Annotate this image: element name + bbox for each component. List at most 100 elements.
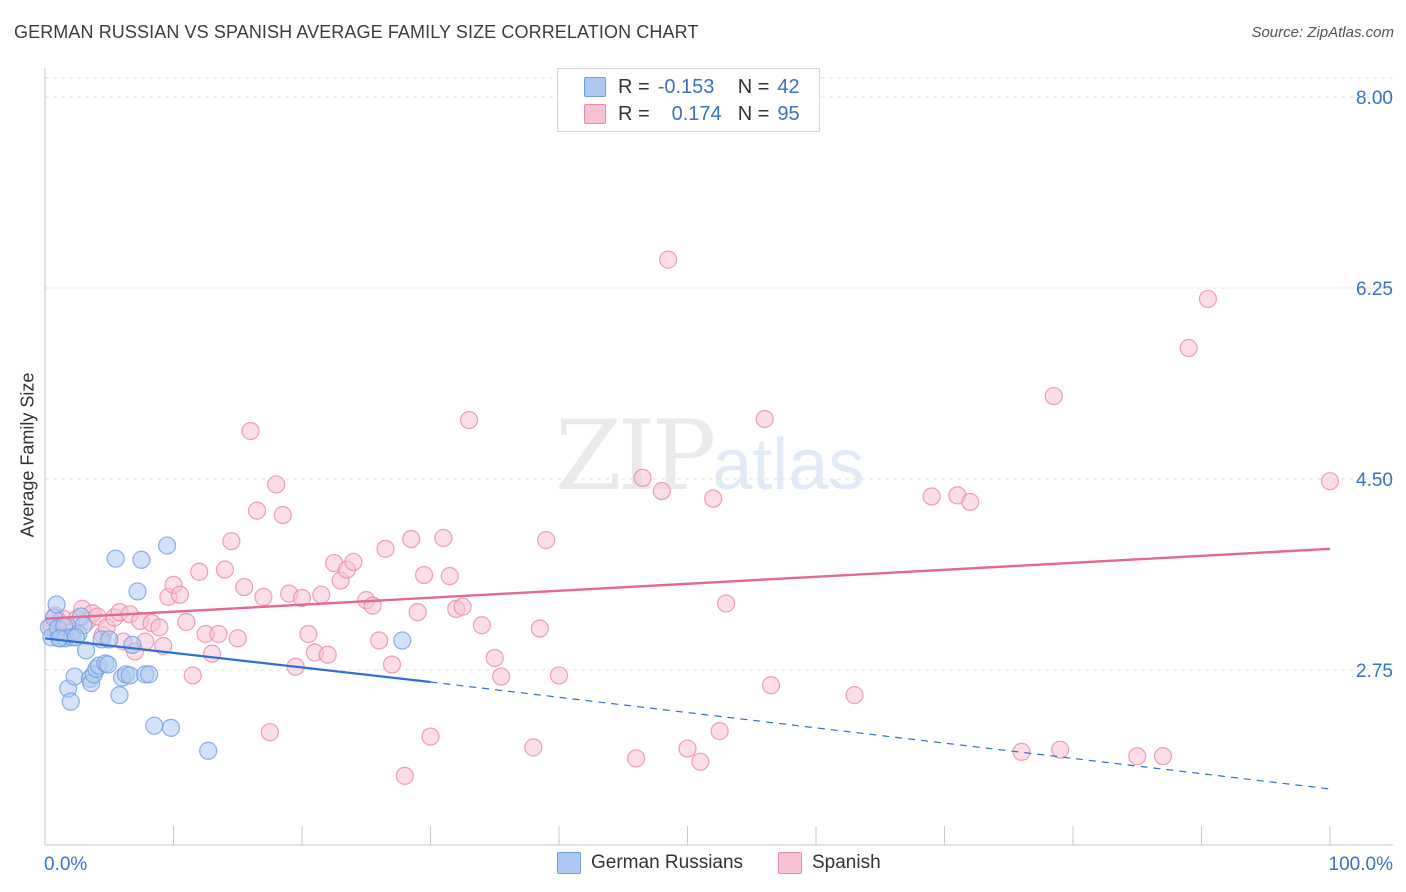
german-russians-trendline-extension bbox=[430, 681, 1331, 790]
legend-n-label: N = bbox=[737, 75, 770, 98]
spanish-point bbox=[376, 539, 395, 558]
series-legend-spanish: Spanish bbox=[778, 852, 881, 874]
x-tick-label: 100.0% bbox=[1329, 854, 1394, 875]
german-russians-point bbox=[132, 550, 151, 569]
spanish-point bbox=[299, 624, 318, 644]
legend-r-label: R = bbox=[618, 75, 650, 98]
spanish-point bbox=[472, 616, 491, 635]
watermark-zip: ZIP bbox=[555, 400, 716, 512]
spanish-point bbox=[370, 631, 389, 650]
german-russians-point bbox=[145, 716, 164, 735]
spanish-point bbox=[260, 723, 279, 742]
spanish-point bbox=[382, 655, 402, 674]
german-russians-point bbox=[199, 741, 218, 760]
spanish-point bbox=[453, 597, 472, 616]
spanish-point bbox=[485, 648, 504, 668]
spanish-point bbox=[652, 481, 671, 501]
spanish-point bbox=[1044, 386, 1063, 406]
german-russians-point bbox=[100, 630, 119, 649]
series-legend: German Russians Spanish bbox=[0, 850, 1406, 880]
spanish-point bbox=[459, 410, 479, 430]
german-russians-point bbox=[77, 641, 96, 660]
spanish-point bbox=[704, 489, 723, 508]
legend-n-value: 95 bbox=[777, 102, 800, 125]
german-russians-point bbox=[98, 655, 118, 674]
spanish-point bbox=[492, 667, 511, 686]
spanish-point bbox=[273, 505, 292, 525]
legend-row-spanish: R = 0.174 N = 95 bbox=[584, 102, 800, 126]
spanish-point bbox=[215, 560, 234, 579]
german-russians-point bbox=[61, 692, 80, 711]
spanish-point bbox=[755, 409, 774, 429]
y-tick-label: 6.25 bbox=[1356, 279, 1393, 300]
spanish-point bbox=[633, 468, 652, 488]
spanish-point bbox=[222, 532, 241, 551]
legend-r-value: -0.153 bbox=[657, 75, 715, 98]
series-legend-label: German Russians bbox=[591, 852, 744, 873]
spanish-point bbox=[414, 565, 434, 585]
spanish-point bbox=[177, 612, 196, 632]
german-russians-point bbox=[47, 595, 66, 614]
watermark: ZIPatlas bbox=[555, 400, 864, 512]
spanish-point bbox=[312, 585, 331, 604]
spanish-point bbox=[183, 666, 202, 685]
y-axis-label: Average Family Size bbox=[17, 372, 38, 538]
german-russians-point bbox=[393, 631, 412, 650]
german-russians-point bbox=[120, 666, 139, 685]
spanish-point bbox=[626, 749, 646, 768]
german-russians-point bbox=[110, 686, 129, 705]
spanish-point bbox=[209, 624, 228, 644]
german-russians-point bbox=[128, 582, 147, 601]
spanish-point bbox=[524, 738, 543, 757]
spanish-point bbox=[247, 501, 267, 520]
legend-r-label: R = bbox=[618, 102, 650, 125]
spanish-point bbox=[440, 567, 459, 586]
legend-swatch-blue bbox=[584, 77, 606, 97]
spanish-point bbox=[344, 552, 363, 572]
german-russians-point bbox=[65, 667, 84, 686]
german-russians-point bbox=[161, 718, 181, 737]
german-russians-trendline bbox=[44, 637, 431, 684]
spanish-point bbox=[402, 529, 421, 549]
y-tick-label: 8.00 bbox=[1356, 88, 1393, 109]
spanish-point bbox=[254, 587, 273, 606]
german-russians-point bbox=[123, 635, 142, 654]
german-russians-point bbox=[139, 665, 159, 684]
spanish-point bbox=[318, 645, 337, 664]
spanish-point bbox=[537, 531, 556, 550]
spanish-point bbox=[395, 766, 414, 785]
series-legend-german-russians: German Russians bbox=[557, 852, 743, 874]
spanish-point bbox=[267, 475, 286, 494]
legend-row-german-russians: R = -0.153 N = 42 bbox=[584, 75, 800, 99]
spanish-point bbox=[659, 250, 678, 269]
series-legend-label: Spanish bbox=[812, 852, 881, 873]
spanish-point bbox=[691, 752, 710, 771]
y-tick-label: 2.75 bbox=[1356, 661, 1393, 682]
spanish-point bbox=[710, 722, 729, 741]
legend-r-value: 0.174 bbox=[671, 102, 722, 125]
spanish-point bbox=[1051, 740, 1070, 759]
spanish-point bbox=[549, 666, 569, 685]
spanish-point bbox=[292, 588, 312, 608]
spanish-trendline bbox=[44, 547, 1331, 620]
spanish-point bbox=[202, 644, 222, 663]
spanish-point bbox=[1320, 472, 1340, 491]
spanish-point bbox=[761, 676, 781, 695]
spanish-point bbox=[1179, 338, 1198, 358]
source-label: Source: ZipAtlas.com bbox=[1251, 24, 1394, 41]
spanish-point bbox=[421, 727, 440, 746]
spanish-point bbox=[434, 528, 453, 548]
x-tick-label: 0.0% bbox=[44, 854, 87, 875]
legend-n-label: N = bbox=[737, 102, 770, 125]
spanish-point bbox=[228, 629, 247, 648]
spanish-point bbox=[408, 603, 427, 622]
german-russians-point bbox=[106, 549, 125, 568]
spanish-point bbox=[716, 594, 736, 613]
correlation-legend: R = -0.153 N = 42 R = 0.174 N = 95 bbox=[557, 68, 820, 132]
watermark-atlas: atlas bbox=[712, 425, 865, 505]
spanish-point bbox=[530, 619, 549, 638]
legend-swatch-pink bbox=[584, 104, 606, 124]
spanish-point bbox=[150, 618, 169, 637]
legend-n-value: 42 bbox=[777, 75, 800, 98]
